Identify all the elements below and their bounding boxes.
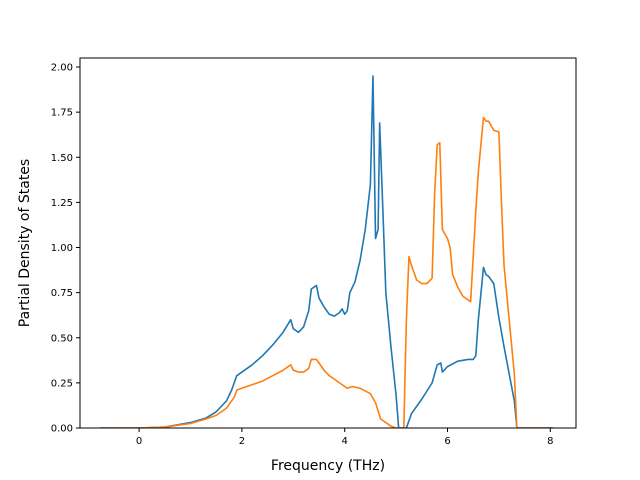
x-tick-label: 0 (136, 436, 142, 447)
y-axis-label: Partial Density of States (17, 159, 33, 327)
y-tick-label: 2.00 (51, 63, 73, 74)
series-line-2 (99, 116, 554, 428)
y-tick-label: 0.75 (51, 288, 73, 299)
x-tick-label: 2 (239, 436, 245, 447)
y-tick-label: 0.25 (51, 378, 73, 389)
axes-frame (79, 57, 577, 429)
series-layer (99, 75, 554, 428)
x-axis-label: Frequency (THz) (271, 458, 385, 474)
y-tick-label: 0.50 (51, 333, 73, 344)
series-line-1 (99, 75, 554, 428)
y-tick-label: 1.75 (51, 108, 73, 119)
y-tick-label: 1.25 (51, 198, 73, 209)
y-axis-ticks: 0.00 0.25 0.50 0.75 1.00 1.25 1.50 1.75 2.00 (51, 63, 80, 435)
x-tick-label: 6 (444, 436, 450, 447)
plot-area (79, 57, 577, 429)
y-tick-label: 0.00 (51, 424, 73, 435)
x-tick-label: 8 (547, 436, 553, 447)
y-tick-label: 1.50 (51, 153, 73, 164)
x-tick-label: 4 (342, 436, 348, 447)
x-axis-ticks: 0 2 4 6 8 (136, 428, 553, 447)
y-tick-label: 1.00 (51, 243, 73, 254)
